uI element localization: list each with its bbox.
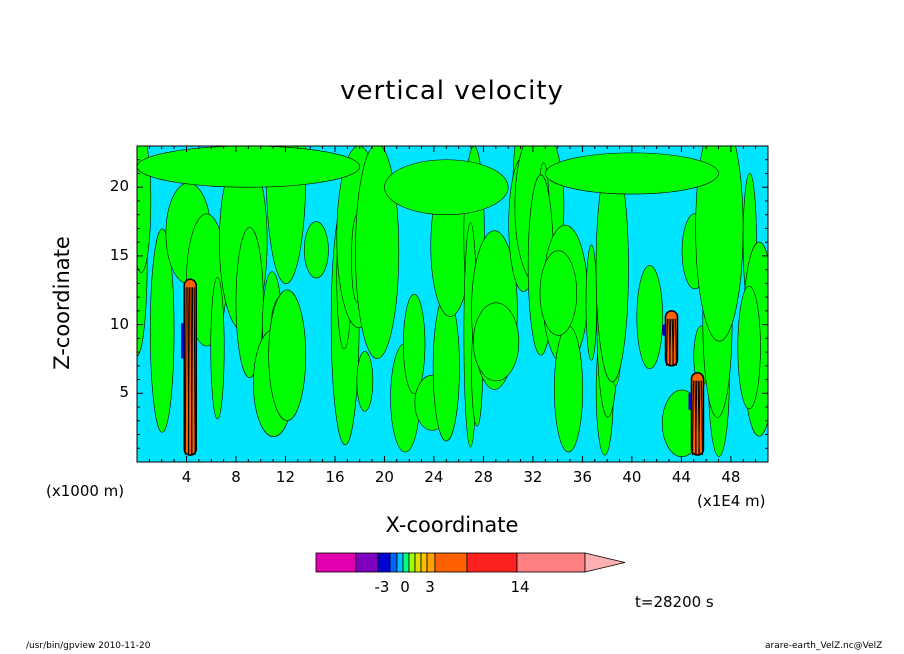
core-contour	[191, 287, 194, 456]
positive-region	[268, 289, 307, 421]
footer-right: arare-earth_VelZ.nc@VelZ	[765, 641, 883, 651]
core-contour	[698, 380, 701, 456]
y-tick-label: 20	[109, 177, 129, 196]
downdraft-edge	[688, 393, 692, 410]
positive-region	[210, 277, 225, 420]
positive-region	[695, 146, 744, 342]
positive-region	[137, 146, 360, 188]
core-contour	[184, 287, 187, 456]
core-contour	[691, 380, 694, 456]
positive-region	[355, 146, 400, 359]
x-tick-label: 48	[721, 468, 741, 486]
footer-left: /usr/bin/gpview 2010-11-20	[26, 641, 151, 651]
colorbar-label: 14	[510, 578, 530, 596]
positive-region	[149, 228, 175, 433]
x-tick-label: 12	[275, 468, 296, 486]
x-scale-note: (x1E4 m)	[697, 492, 766, 510]
x-tick-label: 32	[523, 468, 543, 486]
x-tick-label: 20	[374, 468, 394, 486]
positive-region	[432, 293, 460, 442]
colorbar-label: 0	[400, 578, 410, 596]
colorbar-segment	[396, 552, 404, 573]
colorbar-segment	[516, 552, 586, 573]
colorbar-segment	[402, 552, 410, 573]
y-tick-label: 10	[109, 314, 129, 333]
positive-region	[636, 265, 663, 370]
positive-region	[544, 152, 719, 195]
plot-frame	[136, 145, 769, 463]
positive-region	[384, 159, 509, 215]
x-tick-label: 24	[424, 468, 444, 486]
updraft-core	[664, 310, 679, 367]
y-axis-label: Z-coordinate	[50, 236, 74, 370]
positive-regions	[137, 146, 768, 458]
downdraft-edge	[181, 323, 185, 359]
core-contour	[669, 318, 672, 366]
core-contour	[700, 380, 703, 456]
positive-region	[403, 294, 426, 394]
x-axis-label: X-coordinate	[385, 513, 519, 537]
positive-region	[554, 325, 584, 453]
positive-region	[303, 221, 329, 279]
y-tick-label: 5	[119, 383, 129, 402]
x-tick-label: 8	[231, 468, 241, 486]
core-contour	[695, 380, 698, 456]
y-tick-label: 15	[109, 245, 129, 264]
positive-region	[356, 351, 374, 412]
x-tick-label: 28	[473, 468, 493, 486]
core-contour	[193, 287, 196, 456]
colorbar-label: 3	[425, 578, 435, 596]
colorbar-segment	[466, 552, 518, 573]
colorbar-label: -3	[374, 578, 390, 596]
x-unit-note: (x1000 m)	[46, 482, 125, 500]
positive-region	[737, 285, 761, 410]
updraft-core	[183, 278, 197, 456]
colorbar-segment	[315, 552, 357, 573]
colorbar-segment	[426, 552, 436, 573]
colorbar-segment	[355, 552, 379, 573]
colorbar-segment	[434, 552, 468, 573]
colorbar-extension	[584, 552, 626, 573]
x-tick-label: 4	[181, 468, 192, 486]
colorbar-segment	[420, 552, 428, 573]
positive-region	[585, 244, 598, 361]
chart-title: vertical velocity	[340, 76, 564, 106]
colorbar-segment	[377, 552, 391, 573]
x-tick-label: 40	[622, 468, 642, 486]
colorbar-segment	[414, 552, 422, 573]
downdraft-edge	[662, 324, 666, 336]
x-tick-label: 44	[671, 468, 691, 486]
positive-region	[137, 146, 152, 273]
core-contour	[672, 318, 675, 366]
time-label: t=28200 s	[635, 593, 714, 611]
core-contour	[674, 318, 677, 366]
colorbar-segment	[389, 552, 398, 573]
colorbar-segment	[408, 552, 416, 573]
positive-region	[473, 302, 520, 382]
updraft-core	[690, 371, 705, 456]
core-contour	[665, 318, 668, 366]
x-tick-label: 36	[572, 468, 592, 486]
x-tick-label: 16	[325, 468, 345, 486]
positive-region	[539, 250, 577, 336]
core-contour	[187, 287, 190, 456]
